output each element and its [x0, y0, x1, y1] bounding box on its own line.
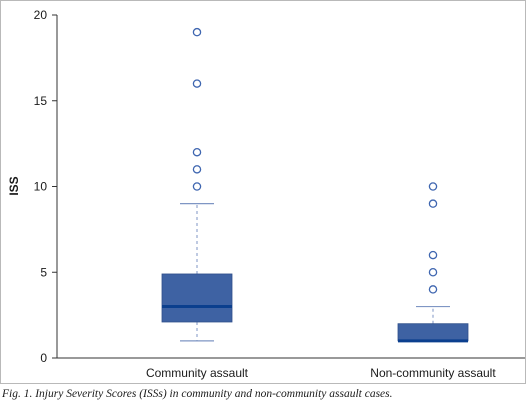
plot-frame [0, 0, 526, 384]
y-tick-label: 20 [34, 8, 48, 22]
outlier-point [428, 267, 438, 277]
outlier-point [192, 79, 202, 88]
x-category-label: Community assault [146, 366, 249, 380]
figure-caption: Fig. 1. Injury Severity Scores (ISSs) in… [2, 388, 393, 400]
outlier-point [192, 27, 202, 37]
x-category-label: Non-community assault [370, 366, 496, 380]
y-tick-label: 10 [34, 180, 48, 194]
y-axis-label: ISS [7, 176, 21, 195]
outlier-point [428, 182, 438, 191]
box-plot-chart: 0 5 10 15 20 ISS Community assault Non-communit… [7, 8, 526, 380]
y-tick-label: 15 [34, 94, 48, 108]
outlier-point [428, 250, 438, 260]
iqr-box [161, 273, 233, 323]
outlier-point [192, 147, 202, 157]
outlier-point [428, 199, 438, 208]
outlier-point [428, 285, 438, 294]
outlier-point [192, 182, 202, 191]
y-tick-label: 0 [40, 351, 47, 365]
y-tick-label: 5 [40, 265, 47, 279]
outlier-point [192, 165, 202, 174]
